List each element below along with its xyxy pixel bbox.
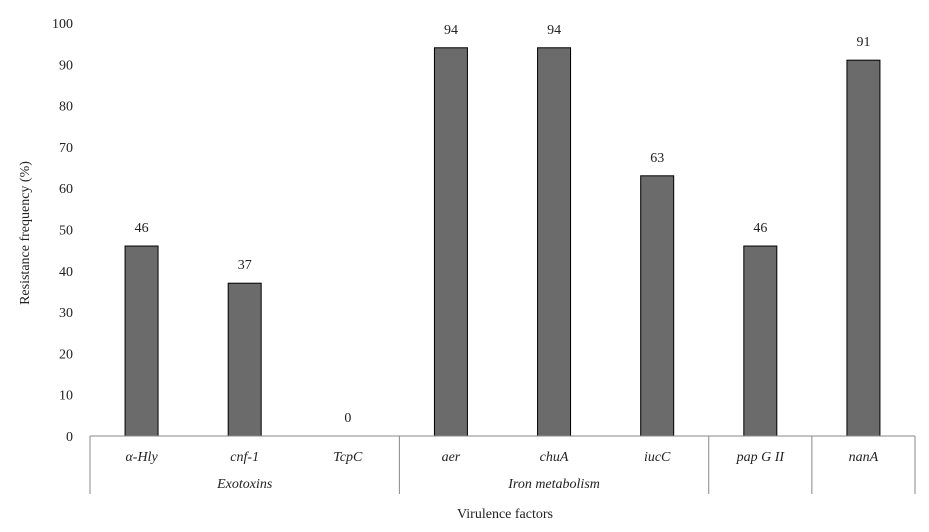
data-label: 0 [344, 411, 351, 426]
data-label: 37 [238, 258, 252, 273]
y-tick-label: 100 [52, 17, 73, 32]
x-axis-title: Virulence factors [457, 507, 553, 522]
category-label: cnf-1 [230, 450, 259, 465]
category-label: aer [442, 450, 461, 465]
data-label: 94 [547, 23, 561, 38]
y-axis: 0 10 20 30 40 50 60 70 80 90 100 [52, 17, 73, 445]
data-label: 63 [650, 151, 664, 166]
bar [124, 245, 159, 437]
data-label: 46 [753, 221, 767, 236]
group-label: Iron metabolism [507, 477, 600, 492]
y-tick-label: 50 [59, 224, 73, 239]
category-label: α-Hly [125, 450, 158, 465]
bars [124, 47, 881, 437]
bar [743, 245, 778, 437]
y-tick-label: 10 [59, 389, 73, 404]
y-tick-label: 30 [59, 306, 73, 321]
y-tick-label: 60 [59, 182, 73, 197]
y-tick-label: 90 [59, 58, 73, 73]
group-label: Exotoxins [216, 477, 273, 492]
data-label: 91 [856, 35, 870, 50]
data-label: 46 [135, 221, 149, 236]
y-tick-label: 70 [59, 141, 73, 156]
bar [537, 47, 572, 437]
category-label: nanA [849, 450, 879, 465]
category-label: TcpC [333, 450, 363, 465]
bar [846, 59, 881, 437]
bar [227, 282, 262, 437]
data-labels: 46 37 0 94 94 63 46 91 [135, 23, 871, 426]
category-label: chuA [540, 450, 569, 465]
y-tick-label: 80 [59, 100, 73, 115]
bar [433, 47, 468, 437]
data-label: 94 [444, 23, 458, 38]
y-tick-label: 40 [59, 265, 73, 280]
x-axis: α-Hly cnf-1 TcpC aer chuA iucC pap G II nanA Exo… [89, 435, 916, 494]
category-label: pap G II [736, 450, 786, 465]
y-tick-label: 20 [59, 347, 73, 362]
bar [640, 175, 675, 437]
category-label: iucC [644, 450, 671, 465]
y-axis-title: Resistance frequency (%) [18, 161, 33, 305]
y-tick-label: 0 [66, 430, 73, 445]
